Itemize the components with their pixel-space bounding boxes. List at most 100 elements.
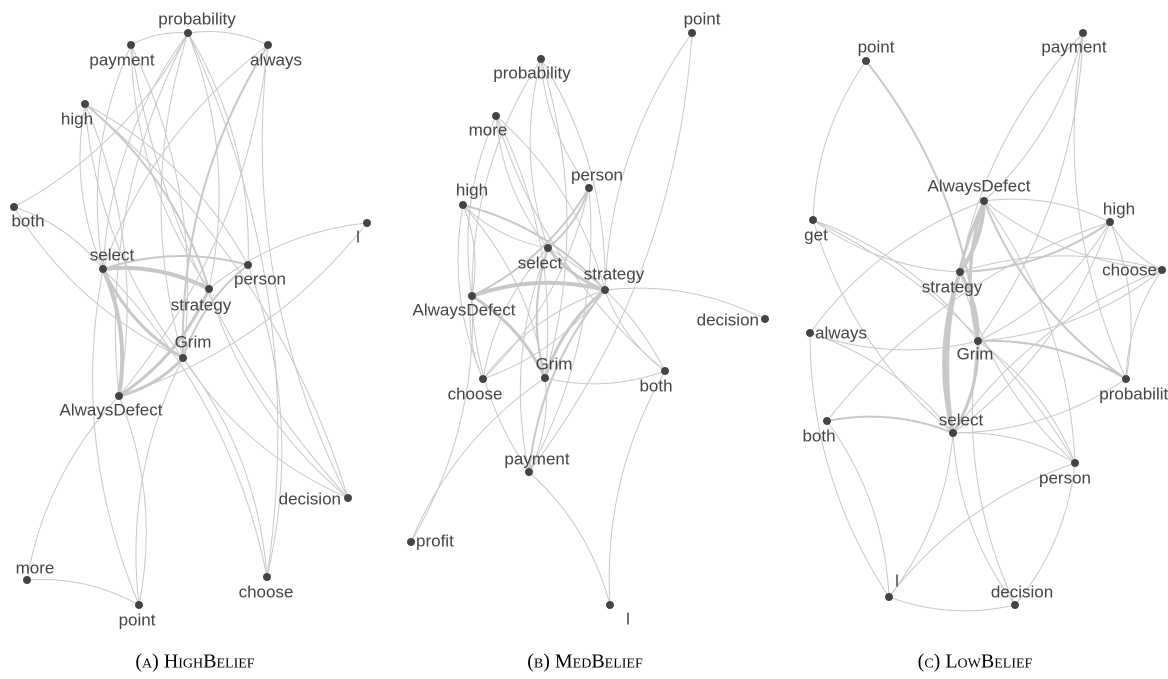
edge: [826, 221, 1111, 422]
edge: [812, 219, 1076, 464]
node-label: choose: [239, 582, 294, 601]
edge: [102, 32, 189, 270]
edge: [495, 115, 549, 379]
edge: [471, 294, 547, 379]
edge: [160, 32, 189, 359]
node: [184, 29, 192, 37]
node: [862, 57, 870, 65]
edge: [604, 32, 693, 291]
node-label: select: [518, 253, 563, 272]
edge: [410, 295, 473, 543]
edge: [471, 58, 542, 297]
edge: [983, 198, 1111, 223]
edge: [528, 471, 611, 606]
node: [885, 593, 893, 601]
node-label: person: [1039, 468, 1091, 487]
edge: [467, 115, 497, 297]
node-label: always: [815, 323, 867, 342]
node-label: strategy: [171, 295, 232, 314]
node-label: AlwaysDefect: [928, 176, 1031, 195]
edge: [1125, 269, 1163, 380]
edge: [959, 32, 1084, 273]
edge: [13, 206, 184, 359]
node: [537, 55, 545, 63]
edge: [952, 432, 1076, 464]
edge: [208, 288, 349, 499]
edge: [952, 378, 1127, 434]
edge: [604, 289, 666, 372]
edge: [977, 340, 1076, 464]
edge: [544, 370, 666, 385]
edge: [952, 221, 1111, 434]
edge: [826, 420, 890, 598]
edge: [462, 204, 606, 291]
node-label: high: [61, 109, 93, 128]
node-label: point: [858, 37, 895, 56]
node: [806, 329, 814, 337]
node: [585, 184, 593, 192]
node: [823, 417, 831, 425]
node-label: Grim: [175, 332, 212, 351]
edge: [482, 247, 549, 380]
node: [949, 429, 957, 437]
edge: [812, 60, 867, 221]
edge: [92, 268, 140, 606]
node-label: point: [119, 610, 156, 629]
edge: [495, 115, 606, 291]
node-label: probability: [493, 63, 571, 82]
node: [264, 41, 272, 49]
node: [81, 100, 89, 108]
node: [205, 285, 213, 293]
node-label: payment: [1041, 37, 1106, 56]
node-label: decision: [697, 310, 759, 329]
edge: [958, 200, 986, 274]
node: [10, 203, 18, 211]
node-label: select: [939, 410, 984, 429]
edge: [809, 332, 979, 351]
edge: [182, 264, 249, 359]
node: [1122, 375, 1130, 383]
edge: [187, 31, 269, 46]
edge: [261, 44, 349, 499]
edge: [529, 58, 549, 249]
edge: [528, 289, 606, 473]
node-label: AlwaysDefect: [60, 400, 163, 419]
node-label: select: [90, 245, 135, 264]
edge: [888, 596, 1016, 612]
edge: [959, 255, 1163, 273]
node-label: Grim: [536, 354, 573, 373]
edge: [84, 103, 349, 499]
edge: [951, 340, 980, 434]
edge: [26, 578, 140, 606]
edge: [971, 340, 1016, 606]
node: [544, 244, 552, 252]
edge: [471, 295, 530, 473]
edge: [977, 269, 1163, 342]
node-label: more: [16, 558, 55, 577]
edge: [471, 187, 590, 297]
node-label: decision: [991, 582, 1053, 601]
edge: [102, 265, 210, 291]
node: [525, 468, 533, 476]
edge: [809, 332, 954, 434]
edge: [84, 103, 128, 397]
edge: [1109, 221, 1163, 271]
node: [541, 374, 549, 382]
edge: [519, 247, 549, 473]
edge: [983, 32, 1084, 202]
edge: [528, 187, 592, 473]
node: [115, 392, 123, 400]
edge: [604, 287, 766, 320]
edge: [482, 289, 606, 380]
edge: [540, 58, 590, 189]
node: [363, 219, 371, 227]
edge: [946, 200, 986, 434]
edge: [959, 221, 1111, 273]
edge: [13, 206, 104, 270]
edge: [84, 103, 249, 266]
node: [344, 494, 352, 502]
edge: [809, 332, 890, 598]
node-label: Grim: [957, 344, 994, 363]
edge: [114, 32, 189, 397]
